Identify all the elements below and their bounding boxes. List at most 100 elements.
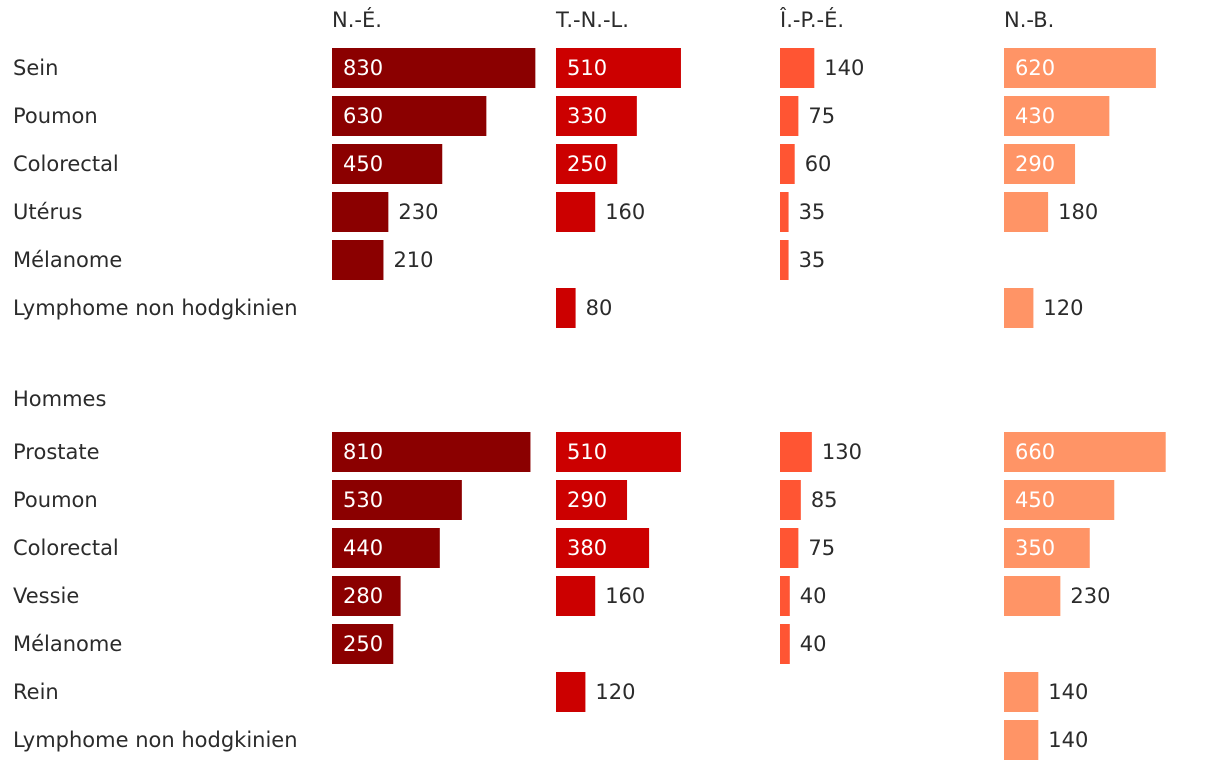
bar bbox=[332, 432, 531, 472]
bar bbox=[332, 192, 389, 232]
category-label: Lymphome non hodgkinien bbox=[13, 728, 298, 752]
bar bbox=[556, 528, 650, 568]
bar bbox=[556, 288, 576, 328]
data-label: 830 bbox=[343, 56, 383, 80]
bar bbox=[332, 624, 394, 664]
data-label: 280 bbox=[343, 584, 383, 608]
data-label: 180 bbox=[1058, 200, 1098, 224]
bar bbox=[556, 96, 637, 136]
category-label: Mélanome bbox=[13, 248, 122, 272]
bar bbox=[332, 240, 384, 280]
bar bbox=[332, 576, 401, 616]
bar bbox=[780, 96, 799, 136]
data-label: 290 bbox=[567, 488, 607, 512]
bar bbox=[332, 480, 462, 520]
data-label: 140 bbox=[1048, 680, 1088, 704]
data-label: 330 bbox=[567, 104, 607, 128]
data-label: 230 bbox=[398, 200, 438, 224]
column-header: N.-B. bbox=[1004, 8, 1054, 32]
data-label: 140 bbox=[824, 56, 864, 80]
data-label: 810 bbox=[343, 440, 383, 464]
data-label: 160 bbox=[605, 584, 645, 608]
data-label: 660 bbox=[1015, 440, 1055, 464]
category-label: Vessie bbox=[13, 584, 79, 608]
bar bbox=[1004, 192, 1049, 232]
data-label: 450 bbox=[1015, 488, 1055, 512]
data-label: 120 bbox=[1043, 296, 1083, 320]
bar bbox=[556, 432, 681, 472]
data-label: 440 bbox=[343, 536, 383, 560]
column-header: N.-É. bbox=[332, 7, 382, 32]
bar bbox=[1004, 144, 1076, 184]
bar bbox=[780, 528, 799, 568]
bar bbox=[556, 48, 681, 88]
data-label: 620 bbox=[1015, 56, 1055, 80]
bar bbox=[1004, 480, 1115, 520]
bar bbox=[780, 624, 790, 664]
bar bbox=[1004, 96, 1110, 136]
data-label: 380 bbox=[567, 536, 607, 560]
data-label: 450 bbox=[343, 152, 383, 176]
category-label: Lymphome non hodgkinien bbox=[13, 296, 298, 320]
data-label: 40 bbox=[800, 632, 827, 656]
data-label: 140 bbox=[1048, 728, 1088, 752]
column-header: T.-N.-L. bbox=[555, 8, 629, 32]
data-label: 250 bbox=[567, 152, 607, 176]
bar bbox=[780, 192, 789, 232]
data-label: 430 bbox=[1015, 104, 1055, 128]
bar bbox=[780, 240, 789, 280]
category-label: Colorectal bbox=[13, 152, 119, 176]
data-label: 530 bbox=[343, 488, 383, 512]
bar bbox=[780, 576, 790, 616]
bar bbox=[780, 432, 812, 472]
bar bbox=[1004, 288, 1034, 328]
category-label: Rein bbox=[13, 680, 59, 704]
bar bbox=[332, 528, 440, 568]
bar bbox=[332, 96, 487, 136]
category-label: Colorectal bbox=[13, 536, 119, 560]
data-label: 630 bbox=[343, 104, 383, 128]
bar bbox=[1004, 48, 1156, 88]
bar bbox=[780, 48, 815, 88]
data-label: 510 bbox=[567, 56, 607, 80]
bar bbox=[332, 144, 443, 184]
data-label: 510 bbox=[567, 440, 607, 464]
data-label: 350 bbox=[1015, 536, 1055, 560]
bar bbox=[556, 672, 586, 712]
bar bbox=[1004, 576, 1061, 616]
data-label: 160 bbox=[605, 200, 645, 224]
bar bbox=[556, 144, 618, 184]
data-label: 210 bbox=[393, 248, 433, 272]
data-label: 130 bbox=[822, 440, 862, 464]
bar bbox=[556, 576, 596, 616]
bar bbox=[1004, 720, 1039, 760]
bar bbox=[556, 192, 596, 232]
category-label: Prostate bbox=[13, 440, 100, 464]
bar bbox=[1004, 672, 1039, 712]
data-label: 75 bbox=[808, 104, 835, 128]
bar bbox=[1004, 432, 1166, 472]
category-label: Poumon bbox=[13, 104, 98, 128]
data-label: 35 bbox=[799, 200, 826, 224]
data-label: 35 bbox=[799, 248, 826, 272]
data-label: 60 bbox=[805, 152, 832, 176]
bar bbox=[556, 480, 628, 520]
data-label: 230 bbox=[1070, 584, 1110, 608]
group-title: Hommes bbox=[13, 387, 106, 411]
data-label: 120 bbox=[595, 680, 635, 704]
bar bbox=[780, 144, 795, 184]
data-label: 80 bbox=[586, 296, 613, 320]
data-label: 250 bbox=[343, 632, 383, 656]
category-label: Mélanome bbox=[13, 632, 122, 656]
bar bbox=[1004, 528, 1090, 568]
category-label: Utérus bbox=[13, 200, 82, 224]
category-label: Sein bbox=[13, 56, 58, 80]
category-label: Poumon bbox=[13, 488, 98, 512]
data-label: 75 bbox=[808, 536, 835, 560]
bar bbox=[332, 48, 536, 88]
column-header: Î.-P.-É. bbox=[779, 7, 844, 32]
data-label: 290 bbox=[1015, 152, 1055, 176]
data-label: 85 bbox=[811, 488, 838, 512]
data-label: 40 bbox=[800, 584, 827, 608]
